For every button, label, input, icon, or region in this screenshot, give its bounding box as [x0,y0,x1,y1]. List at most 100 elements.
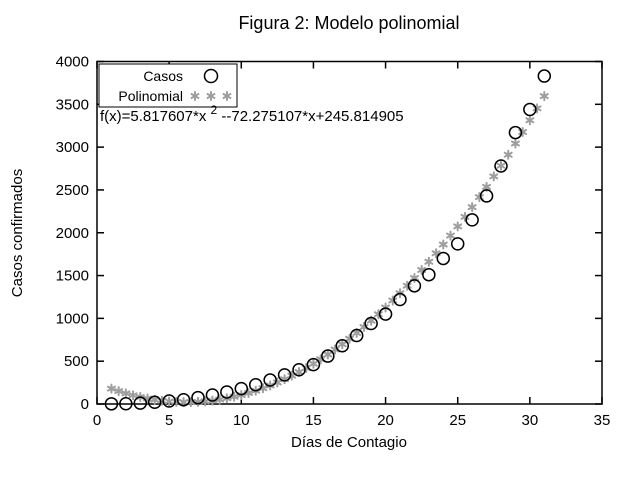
data-point-casos [450,237,465,251]
data-point-polinomial [215,396,225,403]
data-point-casos [147,395,162,410]
data-point-polinomial [323,351,333,358]
data-point-polinomial [503,151,513,158]
legend-marker-polinomial [206,93,216,99]
equation-annotation: f(x)=5.817607*x 2 --72.275107*x+245.8149… [100,101,404,125]
y-axis-ticks: 0 500 1000 1500 2000 2500 3000 3500 4000 [56,54,602,413]
data-point-casos [335,339,350,353]
data-point-polinomial [244,390,253,397]
data-point-casos [537,69,552,83]
data-point-polinomial [438,241,448,248]
data-point-casos [321,349,335,363]
data-point-polinomial [409,275,419,282]
legend-box [98,63,238,108]
data-point-polinomial [532,105,542,112]
data-point-polinomial [345,335,354,342]
data-point-casos [436,251,451,266]
x-tick-label: 5 [165,412,173,429]
data-point-polinomial [525,117,535,124]
legend: Casos Polinomial [98,63,238,108]
data-point-polinomial [518,129,528,136]
x-tick-label: 0 [93,412,101,429]
y-tick-label: 0 [81,396,89,413]
equation-prefix: f(x)=5.817607*x [100,108,207,125]
x-tick-label: 20 [377,412,394,429]
y-tick-label: 500 [64,353,89,370]
data-point-casos [104,397,119,411]
data-point-polinomial [474,194,484,201]
data-point-casos [508,125,523,140]
legend-marker-polinomial [222,93,232,99]
y-tick-label: 1000 [56,310,89,327]
data-point-casos [263,373,277,387]
data-point-polinomial [510,140,520,147]
data-point-casos [422,267,436,282]
data-point-casos [292,363,306,377]
x-tick-label: 35 [594,412,611,429]
data-point-polinomial [424,258,434,265]
data-point-polinomial [417,267,427,274]
data-point-casos [220,385,234,399]
x-tick-label: 30 [522,412,539,429]
y-tick-label: 2500 [56,182,89,199]
data-point-polinomial [164,398,174,405]
data-point-polinomial [157,397,167,404]
data-point-polinomial [482,183,492,190]
data-point-casos [393,292,407,307]
legend-marker-samples [190,68,232,101]
y-tick-label: 3500 [56,96,89,113]
data-point-casos [162,394,176,408]
data-point-polinomial [373,311,383,318]
data-point-polinomial [446,232,455,239]
y-tick-label: 3000 [56,139,89,156]
data-point-polinomial [388,297,398,304]
data-point-polinomial [337,341,347,348]
data-point-casos [349,328,364,343]
data-point-polinomial [150,396,160,403]
data-point-casos [277,368,292,382]
equation-suffix: --72.275107*x+245.814905 [221,108,403,125]
data-point-casos [523,102,537,117]
data-point-polinomial [467,204,477,211]
data-point-casos [479,189,494,203]
data-point-polinomial [308,360,318,367]
x-axis-label: Días de Contagio [291,434,407,451]
data-point-casos [191,390,205,405]
data-point-casos [465,213,479,227]
data-point-polinomial [294,368,304,375]
data-point-polinomial [106,385,116,392]
data-point-casos [407,279,422,293]
data-point-polinomial [402,282,412,289]
y-tick-label: 1500 [56,268,89,285]
data-point-polinomial [121,390,131,397]
data-point-polinomial [453,223,463,230]
data-point-polinomial [128,392,138,399]
y-tick-label: 2000 [56,225,89,242]
equation-superscript: 2 [211,103,218,117]
data-point-polinomial [496,162,506,169]
data-point-casos [248,377,263,392]
data-point-casos [205,388,220,402]
y-axis-label: Casos confirmados [9,169,26,297]
data-point-polinomial [229,393,239,400]
data-point-casos [306,357,321,372]
data-point-polinomial [366,317,376,324]
data-point-polinomial [539,93,549,100]
x-tick-label: 15 [305,412,322,429]
data-point-polinomial [200,398,210,405]
data-point-casos [364,316,378,331]
data-point-casos [378,307,393,321]
x-tick-label: 10 [233,412,250,429]
casos-points [104,69,552,411]
data-point-polinomial [114,388,124,395]
data-point-polinomial [258,385,268,392]
y-tick-label: 4000 [56,54,89,71]
data-point-casos [133,396,148,410]
legend-label-polinomial: Polinomial [118,88,183,104]
legend-marker-polinomial [190,93,200,99]
x-tick-label: 25 [449,412,466,429]
data-point-casos [176,392,191,407]
